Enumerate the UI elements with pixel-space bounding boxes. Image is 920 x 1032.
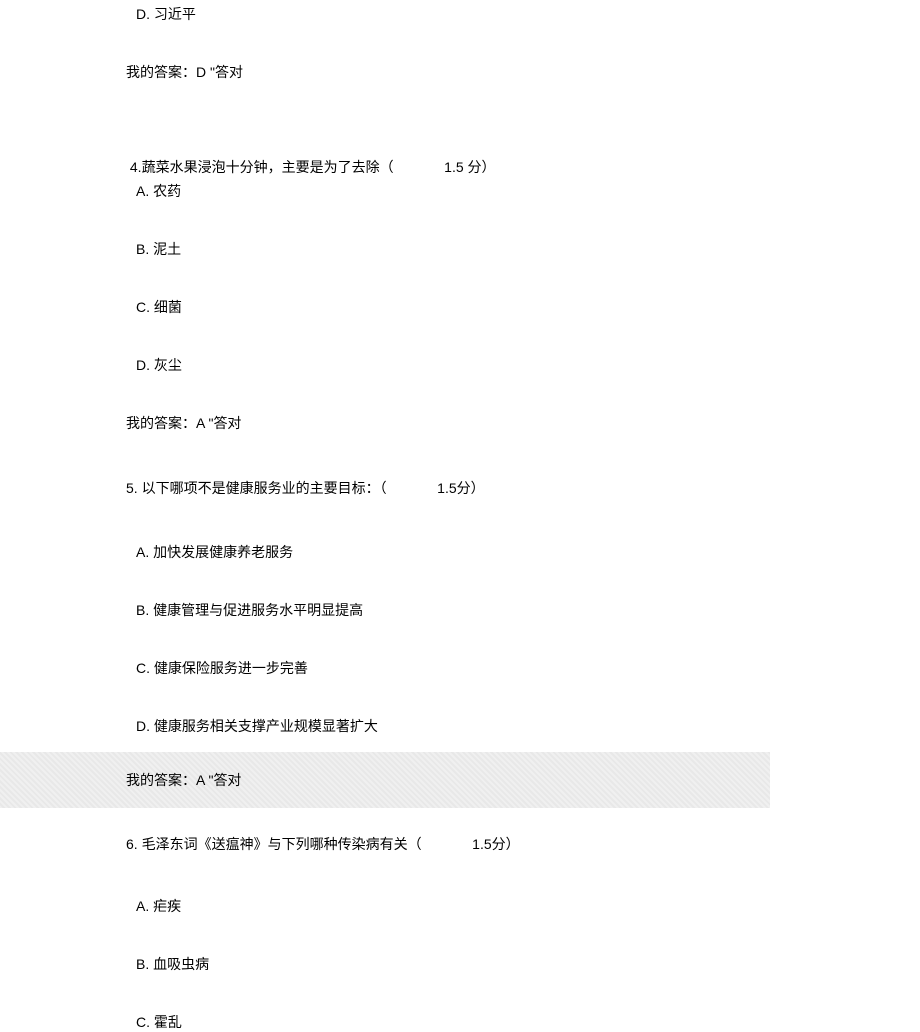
question-text: 毛泽东词《送瘟神》与下列哪种传染病有关（: [138, 836, 422, 852]
option-text: 细菌: [154, 299, 182, 315]
option-text: 习近平: [154, 6, 196, 22]
answer-label: 我的答案：: [126, 64, 196, 80]
q5-stem: 5. 以下哪项不是健康服务业的主要目标：（ 1.5分）: [126, 478, 770, 498]
answer-label: 我的答案：: [126, 772, 196, 788]
q3-option-d: D. 习近平: [126, 4, 770, 24]
option-text: 疟疾: [153, 898, 181, 914]
answer-result: "答对: [206, 64, 243, 80]
q5-my-answer-highlighted: 我的答案：A "答对: [0, 752, 770, 808]
question-text: 以下哪项不是健康服务业的主要目标：（: [138, 480, 387, 496]
q4-option-b: B. 泥土: [126, 239, 770, 259]
q4-option-c: C. 细菌: [126, 297, 770, 317]
question-points: 1.5 分）: [444, 159, 495, 175]
option-letter: C.: [136, 299, 150, 315]
question-number: 6.: [126, 836, 138, 852]
q6-option-b: B. 血吸虫病: [126, 954, 770, 974]
option-text: 健康管理与促进服务水平明显提高: [153, 602, 363, 618]
q5-option-d: D. 健康服务相关支撑产业规模显著扩大: [126, 716, 770, 736]
question-points: 1.5分）: [437, 480, 484, 496]
answer-label: 我的答案：: [126, 415, 196, 431]
answer-value: A: [196, 772, 205, 788]
question-points: 1.5分）: [472, 836, 519, 852]
q3-my-answer: 我的答案：D "答对: [126, 62, 770, 82]
option-text: 灰尘: [154, 357, 182, 373]
option-text: 加快发展健康养老服务: [153, 544, 293, 560]
q6-option-a: A. 疟疾: [126, 896, 770, 916]
question-text: 蔬菜水果浸泡十分钟，主要是为了去除（: [142, 159, 394, 175]
q6-option-c: C. 霍乱: [126, 1012, 770, 1032]
answer-result: "答对: [205, 772, 242, 788]
option-letter: D.: [136, 6, 150, 22]
q5-option-c: C. 健康保险服务进一步完善: [126, 658, 770, 678]
question-number: 4.: [130, 159, 142, 175]
option-letter: C.: [136, 660, 150, 676]
option-text: 农药: [153, 183, 181, 199]
q4-my-answer: 我的答案：A "答对: [126, 413, 770, 433]
answer-result: "答对: [205, 415, 242, 431]
option-letter: A.: [136, 898, 149, 914]
answer-value: D: [196, 64, 206, 80]
option-letter: A.: [136, 183, 149, 199]
option-letter: B.: [136, 602, 149, 618]
option-text: 健康服务相关支撑产业规模显著扩大: [154, 718, 378, 734]
q6-stem: 6. 毛泽东词《送瘟神》与下列哪种传染病有关（ 1.5分）: [126, 834, 770, 854]
option-letter: B.: [136, 241, 149, 257]
q5-option-b: B. 健康管理与促进服务水平明显提高: [126, 600, 770, 620]
option-letter: B.: [136, 956, 149, 972]
option-letter: D.: [136, 357, 150, 373]
option-text: 血吸虫病: [153, 956, 209, 972]
option-text: 泥土: [153, 241, 181, 257]
option-text: 健康保险服务进一步完善: [154, 660, 308, 676]
option-text: 霍乱: [154, 1014, 182, 1030]
q5-option-a: A. 加快发展健康养老服务: [126, 542, 770, 562]
q4-option-d: D. 灰尘: [126, 355, 770, 375]
option-letter: D.: [136, 718, 150, 734]
q4-stem: 4.蔬菜水果浸泡十分钟，主要是为了去除（ 1.5 分）: [126, 157, 770, 177]
question-number: 5.: [126, 480, 138, 496]
q4-option-a: A. 农药: [126, 181, 770, 201]
option-letter: A.: [136, 544, 149, 560]
answer-value: A: [196, 415, 205, 431]
option-letter: C.: [136, 1014, 150, 1030]
